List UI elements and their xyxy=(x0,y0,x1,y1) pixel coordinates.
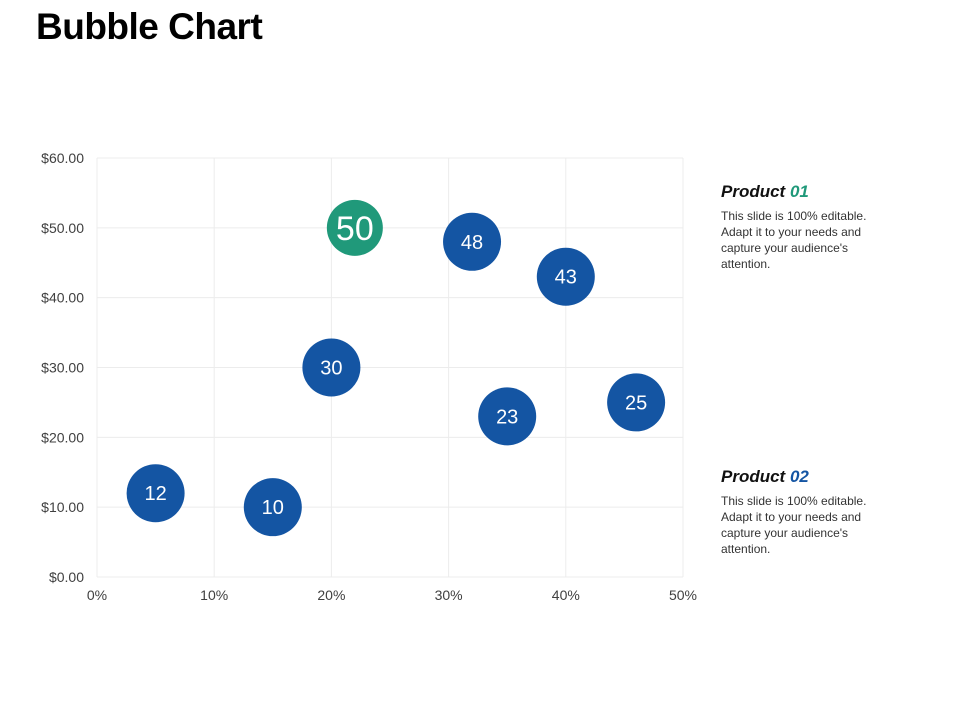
y-tick-label: $30.00 xyxy=(41,360,84,376)
bubble-label: 48 xyxy=(461,232,483,254)
legend-product-02-title: Product 02 xyxy=(721,467,901,487)
bubble xyxy=(478,387,537,446)
legend-product-02: Product 02 This slide is 100% editable. … xyxy=(721,467,901,557)
legend-product-01-description: This slide is 100% editable. Adapt it to… xyxy=(721,209,867,271)
bubble xyxy=(126,464,185,523)
legend-product-01-suffix: 01 xyxy=(789,182,809,201)
bubble-label: 10 xyxy=(262,497,284,519)
legend-product-02-suffix: 02 xyxy=(789,467,809,486)
bubble xyxy=(443,212,502,271)
y-tick-label: $10.00 xyxy=(41,499,84,515)
x-tick-label: 20% xyxy=(317,587,345,603)
page-title: Bubble Chart xyxy=(36,6,263,47)
x-tick-label: 50% xyxy=(669,587,697,603)
x-tick-label: 40% xyxy=(552,587,580,603)
y-tick-label: $40.00 xyxy=(41,290,84,306)
bubble-label: 30 xyxy=(320,358,342,380)
x-tick-label: 30% xyxy=(435,587,463,603)
legend-product-01: Product 01 This slide is 100% editable. … xyxy=(721,182,901,272)
y-tick-label: $20.00 xyxy=(41,429,84,445)
bubble-label: 50 xyxy=(336,210,374,248)
bubble xyxy=(243,478,302,537)
bubble xyxy=(607,373,666,432)
y-tick-label: $50.00 xyxy=(41,220,84,236)
legend-product-02-name: Product xyxy=(721,467,786,486)
bubble xyxy=(326,199,383,256)
bubble-label: 43 xyxy=(555,267,577,289)
legend-product-01-title: Product 01 xyxy=(721,182,901,202)
x-tick-label: 10% xyxy=(200,587,228,603)
bubble xyxy=(536,247,595,306)
legend-product-01-name: Product xyxy=(721,182,786,201)
bubble-label: 12 xyxy=(144,483,166,505)
legend-product-02-description: This slide is 100% editable. Adapt it to… xyxy=(721,494,867,556)
bubble-label: 23 xyxy=(496,406,518,428)
y-tick-label: $0.00 xyxy=(49,569,84,585)
y-tick-label: $60.00 xyxy=(41,150,84,166)
x-tick-label: 0% xyxy=(87,587,107,603)
bubble xyxy=(302,338,361,397)
bubble-label: 25 xyxy=(625,392,647,414)
